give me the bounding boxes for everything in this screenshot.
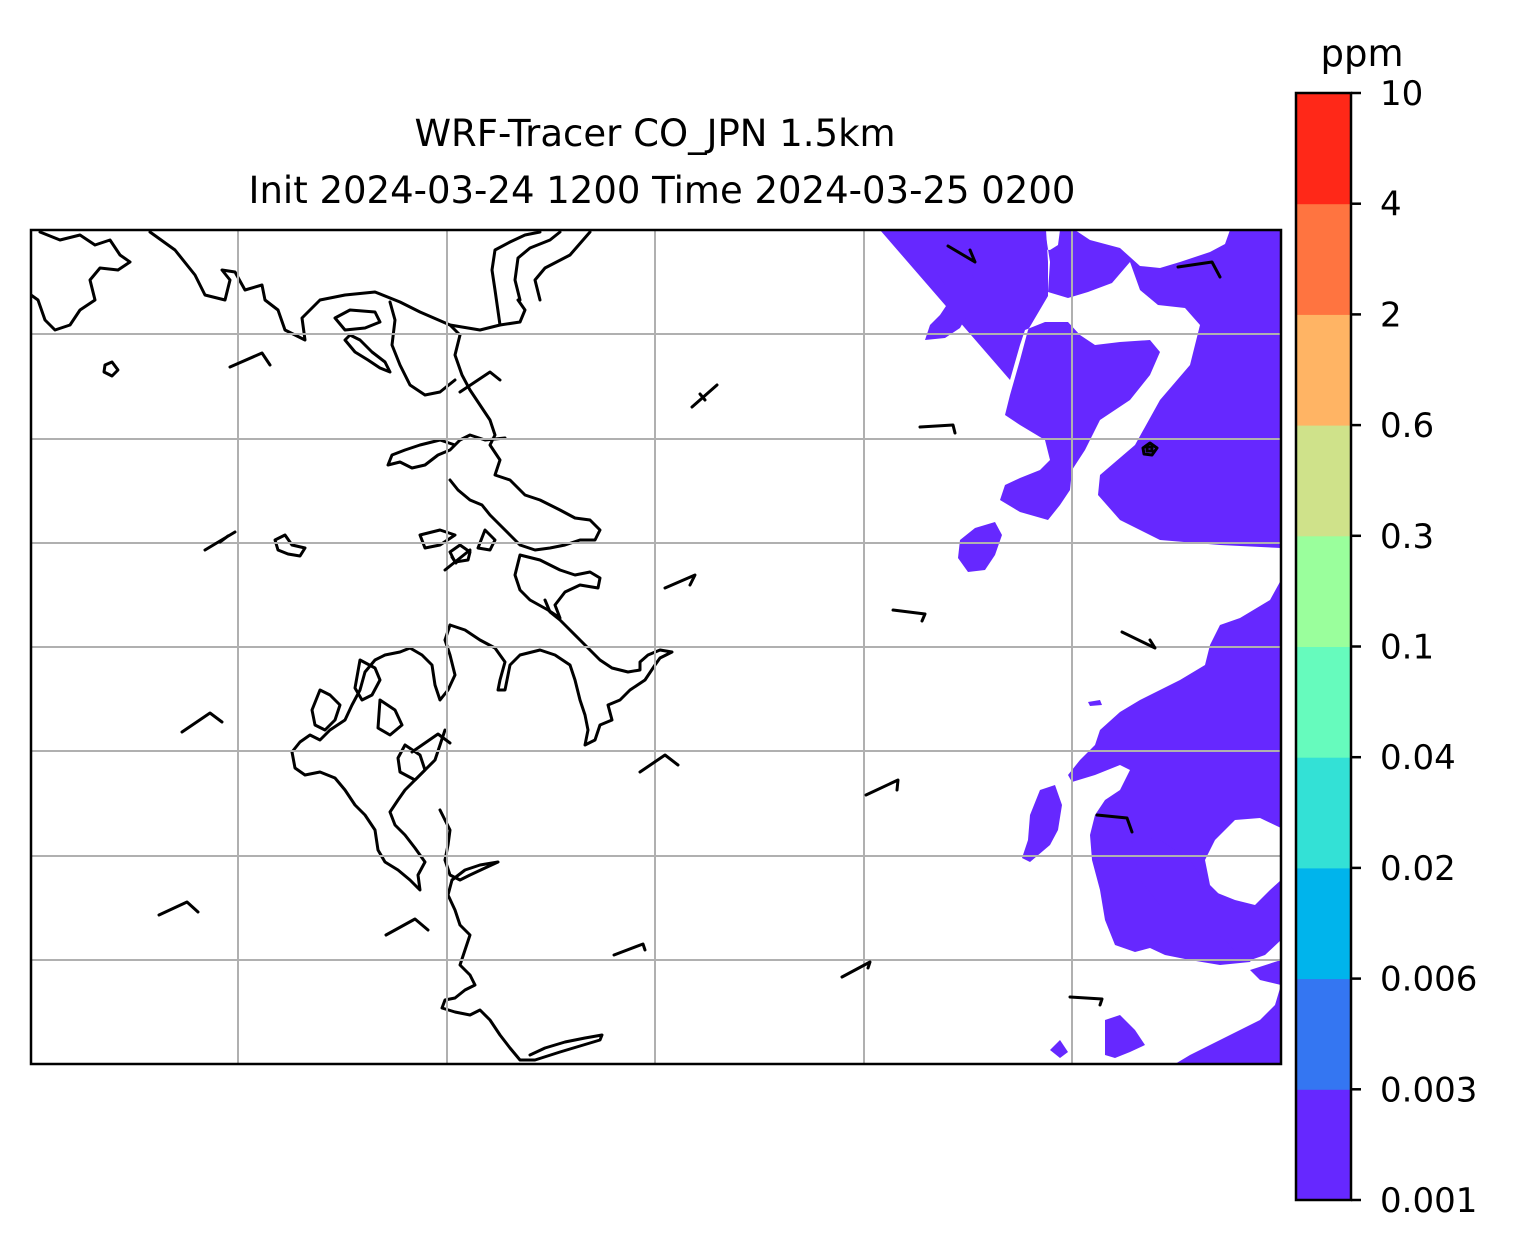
wind-barb — [918, 423, 957, 435]
colorbar-band — [1296, 757, 1351, 869]
co-plume-south-east-hole-rim — [1130, 835, 1281, 962]
colorbar-band — [1296, 425, 1351, 537]
colorbar: ppm 0.001 0.003 0.006 0.02 0.04 0.1 0.3 0.6 2 4 10 — [1294, 32, 1477, 1221]
coastline-islet-east — [1141, 441, 1159, 457]
colorbar-tick-label: 10 — [1380, 74, 1423, 114]
colorbar-tick-label: 2 — [1380, 295, 1402, 335]
gridlines — [31, 230, 1281, 1064]
map-frame — [29, 228, 1283, 1066]
colorbar-unit-label: ppm — [1320, 32, 1403, 75]
colorbar-band — [1296, 535, 1351, 647]
coastline-north-lake — [333, 308, 392, 374]
colorbar-tick-label: 0.3 — [1380, 517, 1434, 557]
wind-barb — [203, 530, 237, 552]
co-patch-south-2 — [1050, 1040, 1068, 1058]
colorbar-tick-label: 0.001 — [1380, 1181, 1477, 1221]
colorbar-band — [1296, 314, 1351, 426]
coastline-bay-west — [388, 300, 457, 397]
coastline-southwest-fjords — [290, 623, 457, 892]
coastline-southwest-peninsula — [448, 598, 674, 747]
colorbar-tick-label: 0.02 — [1380, 849, 1456, 889]
wind-barb — [410, 732, 452, 754]
wind-barb — [157, 900, 200, 917]
wind-barb — [663, 573, 697, 590]
colorbar-band — [1296, 867, 1351, 980]
colorbar-band — [1296, 203, 1351, 315]
wind-barb — [1120, 630, 1157, 650]
wind-barb — [612, 942, 647, 957]
co-concentration-field — [880, 230, 1281, 1064]
co-patch-center — [958, 522, 1002, 572]
co-patch-south-1 — [1105, 1015, 1145, 1058]
coastline-southwest-inner — [310, 658, 427, 782]
colorbar-band — [1296, 978, 1351, 1090]
coastline-central-spine — [386, 323, 602, 552]
co-plume-south — [1068, 580, 1281, 965]
wind-barb — [180, 711, 224, 734]
colorbar-tick-label: 0.04 — [1380, 738, 1456, 778]
co-plume-south-west — [1022, 785, 1062, 862]
co-plume-north-west-edge — [880, 230, 975, 340]
colorbar-band — [1296, 93, 1351, 205]
coastline-island-small-1 — [102, 360, 120, 378]
wind-barb — [443, 548, 472, 572]
wind-barb — [1176, 260, 1222, 279]
colorbar-tick-label: 0.003 — [1380, 1070, 1477, 1110]
wind-barb — [638, 753, 680, 774]
colorbar-tick-label: 0.006 — [1380, 960, 1477, 1000]
co-patch-south-3 — [1238, 1050, 1258, 1062]
coastlines — [31, 230, 1159, 1062]
colorbar-tick-label: 4 — [1380, 185, 1402, 225]
wind-barb — [690, 383, 719, 409]
wind-barb — [864, 778, 900, 797]
title-line-2: Init 2024-03-24 1200 Time 2024-03-25 020… — [249, 169, 1076, 212]
co-plume-south-east-corner — [1175, 960, 1281, 1064]
coastline-north-west — [31, 230, 132, 332]
co-plume-north — [880, 230, 1281, 548]
title-line-1: WRF-Tracer CO_JPN 1.5km — [414, 112, 895, 155]
wind-barb — [384, 917, 430, 937]
coastline-north-inlet — [490, 230, 592, 327]
colorbar-tick-label: 0.1 — [1380, 628, 1434, 668]
colorbar-band — [1296, 1089, 1351, 1201]
wind-barb — [228, 351, 272, 369]
co-patch-tiny — [1088, 700, 1102, 706]
wind-barb — [1068, 995, 1104, 1007]
coastline-island-small-2 — [273, 533, 307, 558]
map-area — [31, 230, 1281, 1064]
wind-barb — [1095, 813, 1134, 834]
colorbar-band — [1296, 646, 1351, 758]
wind-barb — [840, 960, 872, 979]
wind-barb — [946, 244, 977, 264]
wind-barb — [458, 370, 502, 394]
wind-barb — [891, 608, 927, 623]
coastline-south-coast — [438, 808, 604, 1062]
colorbar-tick-label: 0.6 — [1380, 406, 1434, 446]
wind-barbs — [157, 244, 1222, 1007]
